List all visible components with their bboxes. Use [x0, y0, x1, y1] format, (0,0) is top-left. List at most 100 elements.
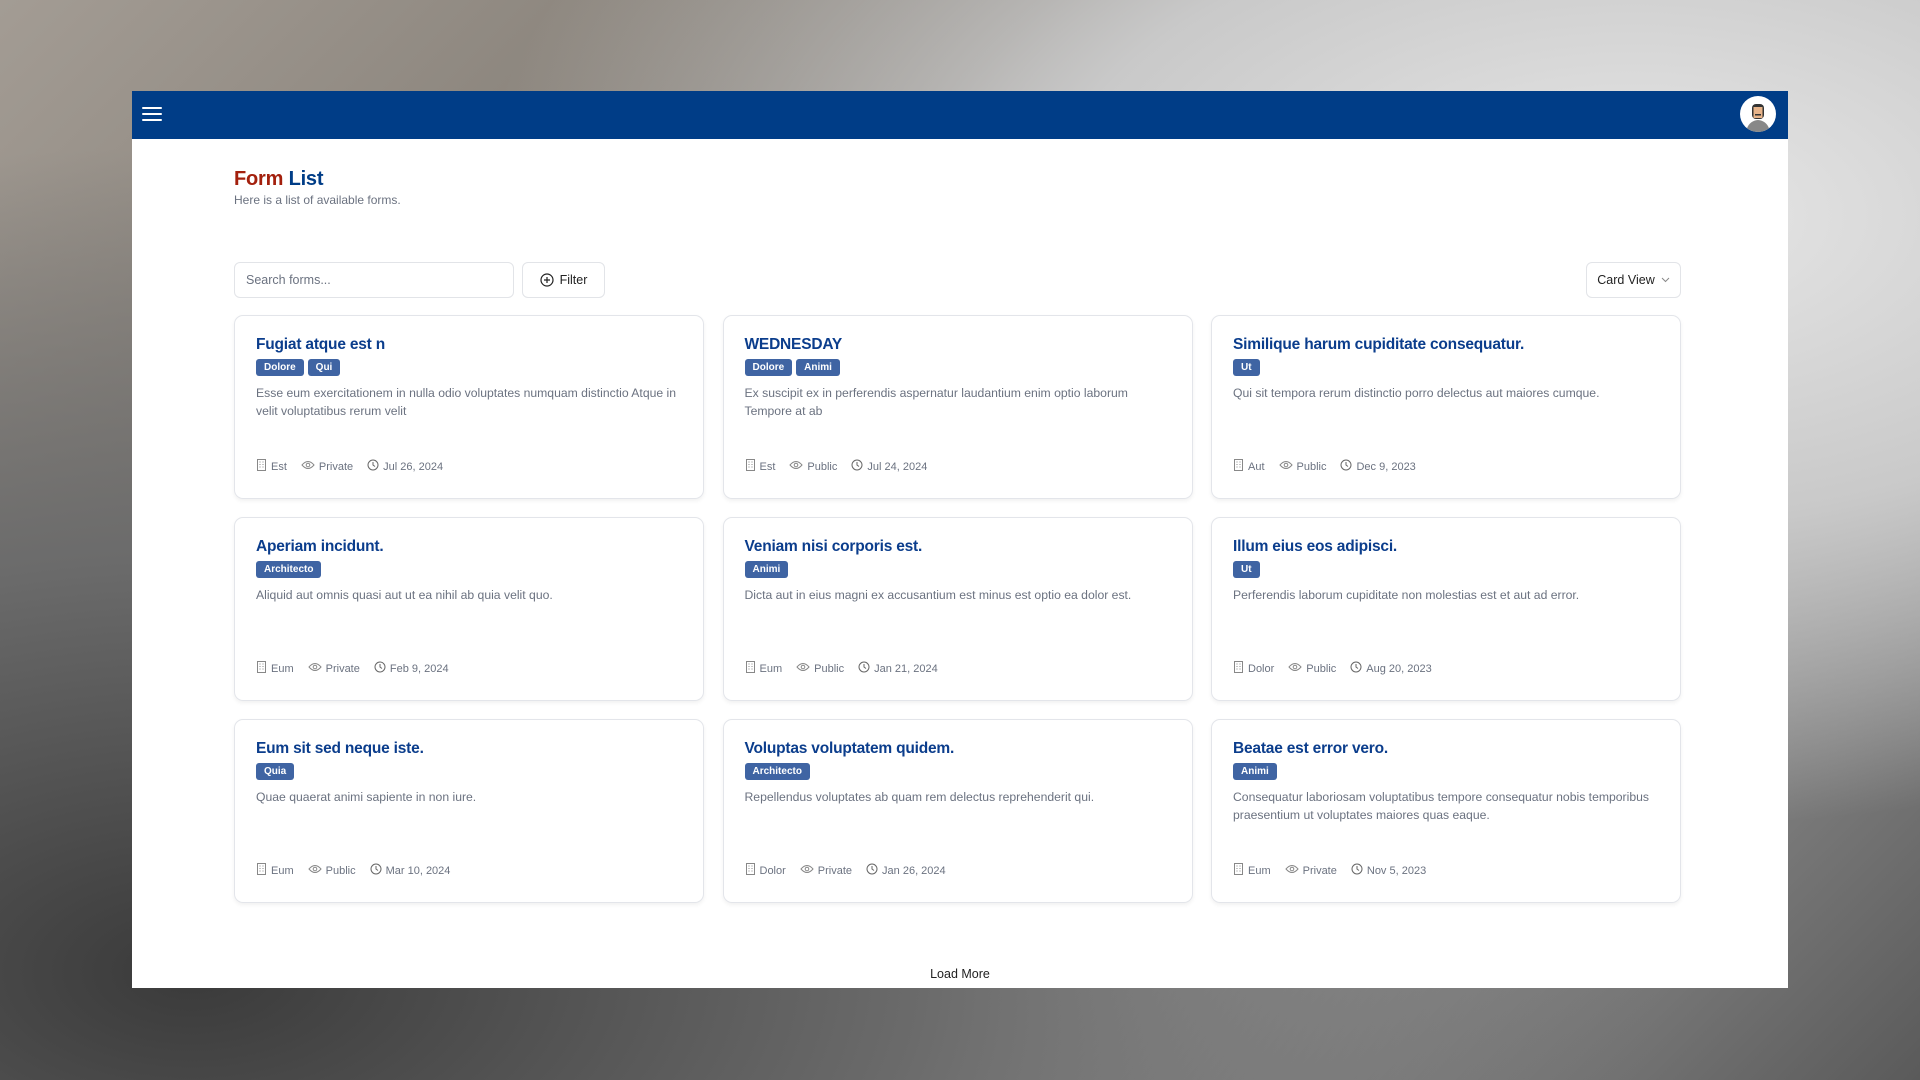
eye-icon	[796, 662, 810, 675]
category-label: Aut	[1248, 460, 1265, 473]
form-card-title[interactable]: Voluptas voluptatem quidem.	[744, 740, 955, 757]
eye-icon	[1278, 460, 1293, 473]
tag-list: Animi	[1233, 763, 1659, 780]
tag-list: Dolore Animi	[744, 359, 1171, 376]
form-card-title[interactable]: Illum eius eos adipisci.	[1233, 538, 1398, 555]
form-card-description: Quae quaerat animi sapiente in non iure.	[256, 790, 477, 804]
form-card-title[interactable]: Similique harum cupiditate consequatur.	[1233, 336, 1525, 353]
form-card-description: Ex suscipit ex in perferendis aspernatur…	[744, 386, 1128, 418]
date-label: Aug 20, 2023	[1366, 662, 1432, 675]
clock-icon	[1340, 459, 1352, 474]
form-card[interactable]: Eum sit sed neque iste. Quia Quae quaera…	[234, 719, 704, 903]
page-subtitle: Here is a list of available forms.	[234, 193, 401, 207]
user-avatar[interactable]	[1740, 96, 1776, 132]
eye-icon	[789, 460, 804, 473]
search-input[interactable]	[234, 262, 514, 298]
eye-icon	[301, 460, 315, 473]
form-card-meta: Dolor Private Jan 26, 2024	[745, 863, 946, 878]
form-card-description: Consequatur laboriosam voluptatibus temp…	[1233, 790, 1649, 822]
forms-grid: Fugiat atque est n Dolore Qui Esse eum ex…	[234, 315, 1681, 903]
date-label: Nov 5, 2023	[1366, 864, 1427, 877]
visibility-label: Public	[1306, 662, 1337, 675]
form-card[interactable]: Beatae est error vero. Animi Consequatur…	[1211, 719, 1681, 903]
form-card[interactable]: Illum eius eos adipisci. Ut Perferendis …	[1211, 517, 1681, 701]
form-card-description: Aliquid aut omnis quasi aut ut ea nihil …	[256, 588, 553, 602]
visibility-label: Private	[1302, 864, 1337, 877]
form-card[interactable]: Aperiam incidunt. Architecto Aliquid aut…	[234, 517, 704, 701]
tag-list: Dolore Qui	[256, 359, 682, 376]
form-card-meta: Est Public Jul 24, 2024	[745, 459, 928, 474]
visibility-label: Public	[325, 864, 356, 877]
building-icon	[1233, 863, 1244, 878]
building-icon	[745, 661, 756, 676]
clock-icon	[1350, 661, 1362, 676]
visibility-label: Private	[318, 460, 354, 473]
hamburger-menu-icon[interactable]	[142, 104, 162, 124]
tag-badge: Qui	[307, 359, 341, 376]
load-more-button[interactable]: Load More	[930, 967, 990, 981]
building-icon	[1233, 661, 1244, 676]
main-content: Form List Here is a list of available fo…	[234, 139, 1681, 903]
date-label: Jul 26, 2024	[383, 460, 444, 473]
form-card[interactable]: Similique harum cupiditate consequatur. …	[1211, 315, 1681, 499]
date-label: Feb 9, 2024	[389, 662, 449, 675]
tag-list: Ut	[1233, 359, 1659, 376]
category-label: Eum	[1248, 864, 1271, 877]
clock-icon	[1351, 863, 1363, 878]
category-label: Est	[271, 460, 287, 473]
form-card[interactable]: Veniam nisi corporis est. Animi Dicta au…	[722, 517, 1193, 701]
form-card-title[interactable]: Veniam nisi corporis est.	[744, 538, 923, 555]
eye-icon	[307, 662, 322, 675]
tag-list: Animi	[744, 561, 1171, 578]
form-card-description: Perferendis laborum cupiditate non moles…	[1233, 588, 1580, 602]
form-card-meta: Dolor Public Aug 20, 2023	[1233, 661, 1432, 676]
clock-icon	[370, 863, 382, 878]
toolbar: Filter Card View	[234, 262, 1681, 298]
form-card-title[interactable]: WEDNESDAY	[744, 336, 843, 353]
form-card[interactable]: Voluptas voluptatem quidem. Architecto R…	[722, 719, 1193, 903]
category-label: Eum	[271, 662, 294, 675]
top-navbar	[132, 91, 1788, 139]
plus-circle-icon	[540, 273, 554, 287]
building-icon	[745, 863, 756, 878]
building-icon	[256, 863, 267, 878]
form-card-title[interactable]: Aperiam incidunt.	[256, 538, 384, 555]
clock-icon	[866, 863, 878, 878]
tag-badge: Animi	[1233, 763, 1277, 780]
form-card-meta: Eum Public Jan 21, 2024	[745, 661, 938, 676]
form-card-description: Esse eum exercitationem in nulla odio vo…	[256, 386, 677, 418]
form-card-title[interactable]: Beatae est error vero.	[1233, 740, 1388, 757]
tag-list: Ut	[1233, 561, 1659, 578]
tag-badge: Animi	[796, 359, 840, 376]
tag-list: Quia	[256, 763, 682, 780]
tag-badge: Animi	[744, 561, 789, 578]
view-select[interactable]: Card View	[1586, 262, 1681, 298]
page-title: Form List	[234, 168, 1681, 191]
clock-icon	[851, 459, 863, 474]
eye-icon	[800, 864, 814, 877]
form-card[interactable]: Fugiat atque est n Dolore Qui Esse eum ex…	[234, 315, 704, 499]
filter-label: Filter	[559, 273, 588, 287]
form-card-title[interactable]: Eum sit sed neque iste.	[256, 740, 424, 757]
tag-badge: Ut	[1233, 359, 1260, 376]
form-card-description: Qui sit tempora rerum distinctio porro d…	[1233, 386, 1600, 400]
form-card-title[interactable]: Fugiat atque est n	[256, 336, 386, 353]
visibility-label: Public	[807, 460, 838, 473]
building-icon	[1233, 459, 1244, 474]
category-label: Est	[759, 460, 776, 473]
date-label: Jan 26, 2024	[882, 864, 946, 877]
form-card[interactable]: WEDNESDAY Dolore Animi Ex suscipit ex in …	[722, 315, 1193, 499]
eye-icon	[1288, 662, 1302, 675]
visibility-label: Public	[814, 662, 845, 675]
form-card-meta: Eum Private Feb 9, 2024	[256, 661, 449, 676]
tag-badge: Dolore	[744, 359, 793, 376]
date-label: Jul 24, 2024	[867, 460, 928, 473]
tag-badge: Architecto	[256, 561, 322, 578]
clock-icon	[367, 459, 379, 474]
view-label: Card View	[1597, 273, 1655, 287]
building-icon	[256, 661, 267, 676]
form-card-meta: Est Private Jul 26, 2024	[256, 459, 443, 474]
clock-icon	[374, 661, 386, 676]
filter-button[interactable]: Filter	[522, 262, 605, 298]
app-window: Form List Here is a list of available fo…	[132, 91, 1788, 988]
